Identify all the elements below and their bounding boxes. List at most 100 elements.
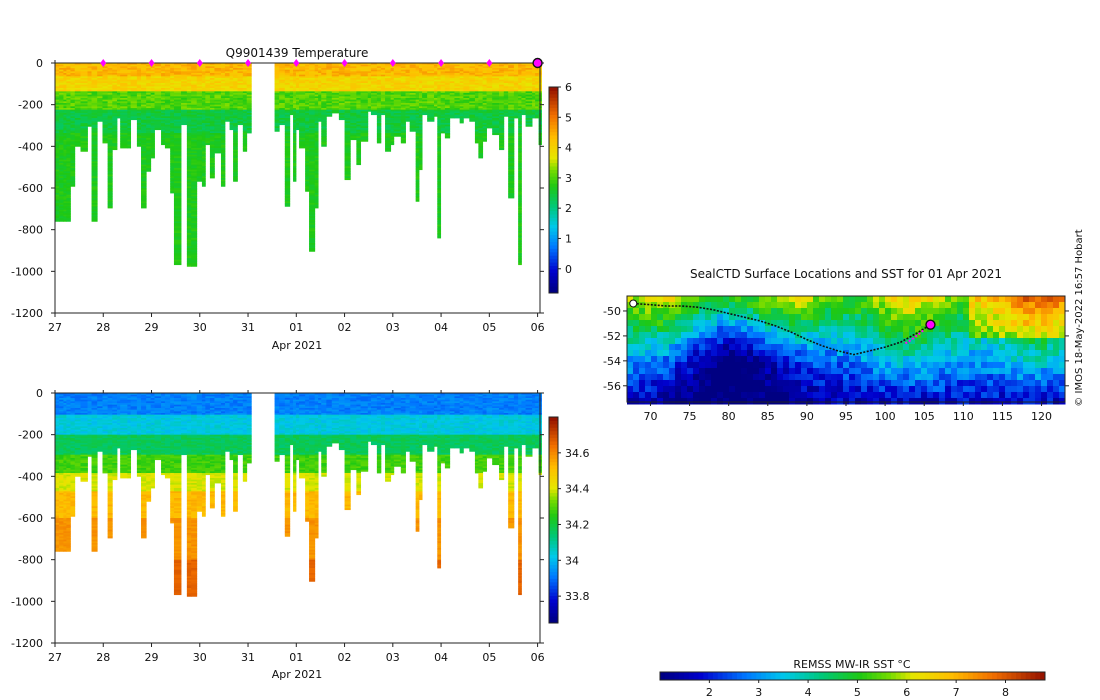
temp-profile-cell	[205, 73, 211, 76]
temp-profile-cell	[59, 101, 64, 104]
temp-profile-cell	[154, 66, 162, 69]
temp-profile-cell	[205, 99, 211, 102]
temp-profile-cell	[173, 83, 182, 86]
temp-profile-cell	[59, 103, 64, 106]
temp-profile-cell	[97, 79, 103, 82]
temp-profile-cell	[173, 131, 182, 134]
temp-profile-cell	[55, 174, 60, 177]
temp-profile-cell	[130, 106, 138, 109]
temp-profile-cell	[80, 149, 88, 152]
temp-profile-cell	[74, 109, 81, 112]
temp-profile-cell	[173, 111, 182, 114]
temp-profile-cell	[209, 108, 215, 111]
temp-profile-cell	[161, 126, 166, 129]
temp-profile-cell	[146, 91, 152, 94]
temp-profile-cell	[120, 133, 128, 136]
temp-profile-cell	[66, 148, 71, 151]
temp-profile-cell	[220, 124, 226, 127]
temp-profile-cell	[161, 93, 166, 96]
temp-profile-cell	[173, 251, 182, 254]
temp-profile-cell	[63, 84, 67, 87]
temp-profile-cell	[161, 66, 166, 69]
temp-profile-cell	[154, 108, 162, 111]
temp-profile-cell	[91, 143, 98, 146]
temp-profile-cell	[91, 168, 98, 171]
temp-profile-cell	[66, 98, 71, 101]
temp-profile-cell	[191, 188, 198, 191]
temp-profile-cell	[87, 73, 92, 76]
temp-profile-cell	[120, 73, 128, 76]
temp-profile-cell	[146, 64, 152, 67]
temp-profile-cell	[173, 239, 182, 242]
temp-profile-cell	[370, 113, 378, 116]
temp-profile-cell	[205, 124, 211, 127]
temp-profile-cell	[91, 109, 98, 112]
temp-profile-cell	[209, 149, 215, 152]
temp-profile-cell	[102, 109, 109, 112]
temp-profile-cell	[164, 114, 171, 117]
temp-profile-cell	[146, 96, 152, 99]
temp-profile-cell	[120, 108, 128, 111]
temp-profile-cell	[191, 191, 198, 194]
temp-profile-cell	[141, 193, 147, 196]
temp-profile-cell	[454, 116, 461, 119]
temp-profile-cell	[59, 174, 64, 177]
temp-profile-cell	[150, 99, 155, 102]
temp-profile-cell	[63, 93, 67, 96]
temp-profile-cell	[70, 178, 76, 181]
temp-profile-cell	[74, 106, 81, 109]
temp-profile-cell	[390, 143, 395, 146]
temp-profile-cell	[220, 99, 226, 102]
temp-profile-cell	[173, 224, 182, 227]
temp-profile-cell	[181, 78, 188, 81]
temp-profile-cell	[150, 64, 155, 67]
temp-profile-cell	[205, 104, 211, 107]
temp-profile-cell	[209, 161, 215, 164]
temp-profile-cell	[102, 119, 109, 122]
temp-profile-cell	[116, 108, 121, 111]
temp-profile-cell	[107, 166, 113, 169]
temp-profile-cell	[102, 68, 109, 71]
temp-profile-cell	[116, 74, 121, 77]
temp-profile-cell	[191, 176, 198, 179]
temp-profile-cell	[59, 148, 64, 151]
temp-profile-cell	[214, 71, 222, 74]
temp-profile-cell	[214, 123, 222, 126]
temp-profile-cell	[393, 134, 402, 137]
temp-profile-cell	[191, 143, 198, 146]
temp-profile-cell	[74, 69, 81, 72]
temp-profile-cell	[154, 84, 162, 87]
temp-profile-cell	[170, 69, 175, 72]
temp-profile-cell	[205, 91, 211, 94]
temp-profile-cell	[97, 106, 103, 109]
temp-profile-cell	[146, 133, 152, 136]
temp-profile-cell	[150, 88, 155, 91]
temp-profile-cell	[107, 159, 113, 162]
temp-profile-cell	[70, 119, 76, 122]
temp-profile-cell	[87, 98, 92, 101]
temp-profile-cell	[120, 86, 128, 89]
temp-profile-cell	[102, 134, 109, 137]
temp-profile-cell	[173, 113, 182, 116]
temp-profile-cell	[150, 121, 155, 124]
temp-profile-cell	[350, 138, 357, 141]
temp-profile-cell	[70, 86, 76, 89]
temp-profile-cell	[59, 91, 64, 94]
temp-profile-cell	[173, 178, 182, 181]
temp-profile-cell	[205, 76, 211, 79]
temp-profile-cell	[150, 89, 155, 92]
temp-profile-cell	[66, 161, 71, 164]
temp-profile-cell	[112, 123, 118, 126]
temp-profile-cell	[170, 156, 175, 159]
temp-profile-cell	[186, 218, 192, 221]
temp-profile-cell	[63, 151, 67, 154]
temp-profile-cell	[102, 113, 109, 116]
temp-profile-cell	[112, 119, 118, 122]
temp-profile-cell	[102, 89, 109, 92]
temp-profile-cell	[55, 186, 60, 189]
temp-profile-cell	[59, 154, 64, 157]
temp-profile-cell	[201, 108, 206, 111]
temp-profile-cell	[112, 86, 118, 89]
temp-profile-cell	[70, 109, 76, 112]
